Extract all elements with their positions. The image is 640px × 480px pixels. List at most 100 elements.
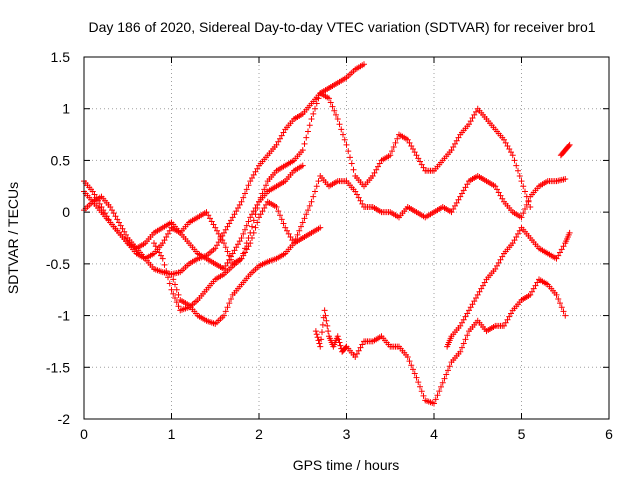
data-point-interp: [341, 136, 348, 143]
data-point-interp: [161, 261, 168, 268]
data-point: [212, 245, 219, 252]
data-point-interp: [313, 100, 320, 107]
data-point: [518, 214, 525, 221]
data-point-interp: [152, 243, 159, 250]
y-tick-label: 0.5: [51, 152, 71, 168]
data-point: [448, 209, 455, 216]
data-point-interp: [324, 322, 331, 329]
data-point: [299, 147, 306, 154]
data-point-interp: [261, 186, 268, 193]
data-point-interp: [333, 111, 339, 118]
data-point-interp: [417, 383, 423, 390]
data-point: [457, 322, 464, 329]
data-point-interp: [175, 303, 182, 310]
data-point-interp: [310, 110, 317, 117]
data-point-interp: [243, 186, 250, 193]
data-point: [509, 240, 516, 247]
data-point: [291, 240, 297, 247]
data-point: [352, 353, 359, 360]
data-point-interp: [499, 195, 506, 202]
data-point-interp: [228, 253, 234, 260]
y-tick-label: -0.5: [46, 256, 70, 272]
data-point-interp: [436, 388, 443, 395]
data-point-interp: [154, 246, 161, 253]
y-tick-label: 1.5: [51, 49, 71, 65]
data-point-interp: [172, 281, 178, 288]
data-point-interp: [278, 132, 285, 139]
data-point-interp: [208, 218, 215, 225]
data-point: [247, 240, 254, 247]
data-point: [492, 183, 499, 190]
data-point-interp: [497, 192, 504, 199]
data-point-interp: [418, 388, 425, 395]
data-point-interp: [292, 236, 299, 243]
data-point-interp: [390, 143, 397, 150]
data-point-interp: [96, 200, 103, 207]
data-point-interp: [254, 219, 261, 226]
data-point-interp: [306, 122, 313, 129]
data-point-interp: [310, 193, 317, 200]
data-point-interp: [226, 300, 233, 307]
data-point: [457, 348, 464, 355]
data-point: [501, 322, 507, 329]
data-point: [553, 291, 560, 298]
data-point: [562, 312, 569, 319]
data-point-interp: [464, 181, 471, 188]
data-point-interp: [478, 285, 485, 292]
data-point-interp: [114, 216, 121, 223]
data-point-interp: [418, 161, 425, 168]
y-axis-label: SDTVAR / TECUs: [5, 182, 21, 294]
data-point-interp: [411, 149, 418, 156]
data-point-interp: [354, 191, 360, 198]
data-point: [439, 379, 446, 386]
data-point-interp: [245, 243, 252, 250]
x-tick-label: 0: [80, 426, 88, 442]
series-track-5: [168, 172, 569, 327]
data-point-interp: [315, 95, 322, 102]
data-point-interp: [93, 194, 100, 201]
data-point-interp: [522, 206, 528, 213]
data-point-interp: [217, 233, 224, 240]
data-point-interp: [499, 253, 506, 260]
data-point-interp: [163, 233, 170, 240]
data-point-interp: [502, 139, 509, 146]
data-point-interp: [280, 220, 287, 227]
data-point-interp: [350, 166, 357, 173]
data-point: [98, 203, 105, 210]
y-tick-label: -2: [58, 411, 71, 427]
data-point: [413, 374, 420, 381]
data-point-interp: [233, 244, 240, 251]
x-tick-label: 5: [518, 426, 526, 442]
data-point-interp: [355, 347, 362, 354]
data-point-interp: [316, 340, 323, 347]
data-point-interp: [250, 208, 257, 215]
data-point-interp: [504, 316, 511, 323]
data-point-interp: [337, 342, 344, 349]
data-point-interp: [522, 188, 528, 195]
data-point-interp: [222, 308, 229, 315]
data-point-interp: [207, 215, 213, 222]
data-point-interp: [476, 288, 483, 295]
data-point: [203, 209, 210, 216]
data-point-interp: [532, 282, 539, 289]
data-point-interp: [240, 252, 247, 259]
data-point: [492, 266, 499, 273]
data-point-interp: [469, 115, 476, 122]
data-point-interp: [224, 259, 231, 266]
data-point-interp: [173, 299, 180, 306]
data-point-interp: [508, 310, 514, 317]
x-tick-label: 6: [605, 426, 613, 442]
data-point-interp: [565, 142, 572, 149]
data-point-interp: [342, 344, 349, 351]
data-point-interp: [495, 259, 502, 266]
data-point-interp: [109, 207, 115, 214]
data-point-interp: [450, 206, 457, 213]
data-point: [317, 343, 324, 350]
data-point-interp: [296, 227, 303, 234]
data-point-interp: [325, 328, 332, 335]
x-tick-label: 1: [168, 426, 176, 442]
data-point: [168, 271, 175, 278]
data-point-interp: [298, 223, 304, 230]
data-point-interp: [166, 227, 173, 234]
data-point: [404, 136, 411, 143]
